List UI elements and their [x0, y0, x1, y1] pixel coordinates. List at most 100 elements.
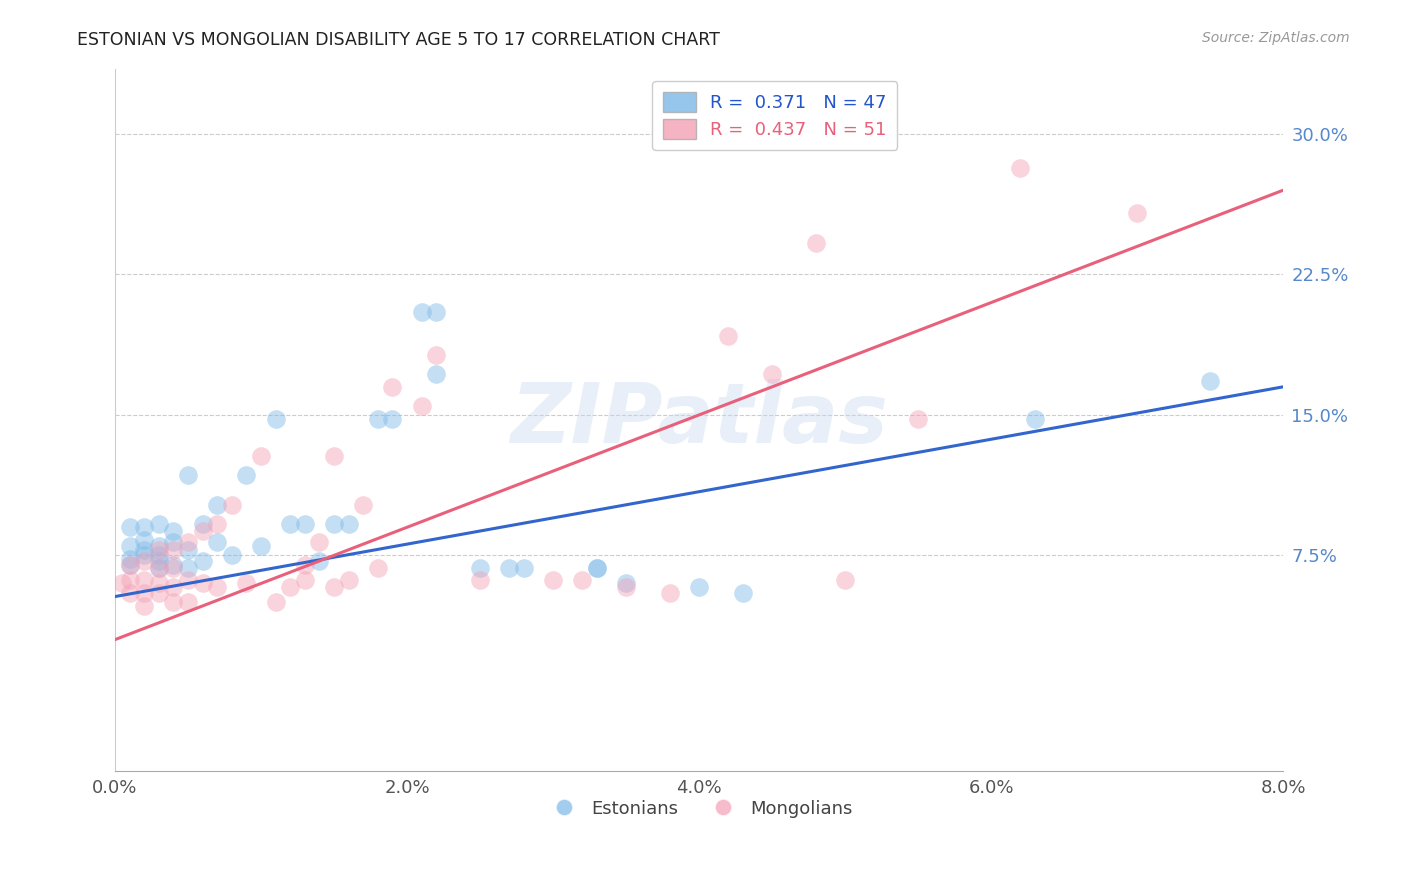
- Point: [118, 558, 141, 572]
- Point: [118, 520, 141, 534]
- Point: [468, 573, 491, 587]
- Point: [761, 367, 783, 381]
- Point: [111, 576, 134, 591]
- Point: [134, 599, 156, 613]
- Point: [323, 449, 346, 463]
- Point: [381, 411, 404, 425]
- Point: [250, 539, 273, 553]
- Point: [907, 411, 929, 425]
- Point: [498, 561, 520, 575]
- Point: [367, 411, 389, 425]
- Point: [148, 539, 170, 553]
- Point: [134, 586, 156, 600]
- Point: [221, 549, 243, 563]
- Point: [205, 516, 228, 531]
- Point: [191, 576, 214, 591]
- Point: [717, 329, 740, 343]
- Point: [658, 586, 681, 600]
- Point: [352, 498, 374, 512]
- Point: [221, 498, 243, 512]
- Point: [191, 554, 214, 568]
- Point: [134, 573, 156, 587]
- Point: [134, 533, 156, 548]
- Point: [148, 576, 170, 591]
- Point: [148, 554, 170, 568]
- Point: [235, 467, 257, 482]
- Point: [177, 573, 200, 587]
- Point: [264, 595, 287, 609]
- Point: [148, 561, 170, 575]
- Text: Source: ZipAtlas.com: Source: ZipAtlas.com: [1202, 31, 1350, 45]
- Point: [118, 558, 141, 572]
- Point: [177, 467, 200, 482]
- Point: [118, 552, 141, 566]
- Point: [614, 580, 637, 594]
- Text: ESTONIAN VS MONGOLIAN DISABILITY AGE 5 TO 17 CORRELATION CHART: ESTONIAN VS MONGOLIAN DISABILITY AGE 5 T…: [77, 31, 720, 49]
- Point: [162, 542, 184, 557]
- Point: [134, 554, 156, 568]
- Point: [586, 561, 609, 575]
- Point: [468, 561, 491, 575]
- Point: [294, 573, 316, 587]
- Point: [148, 542, 170, 557]
- Point: [834, 573, 856, 587]
- Point: [731, 586, 754, 600]
- Point: [381, 380, 404, 394]
- Point: [264, 411, 287, 425]
- Point: [148, 561, 170, 575]
- Point: [250, 449, 273, 463]
- Point: [205, 535, 228, 549]
- Text: ZIPatlas: ZIPatlas: [510, 379, 889, 460]
- Point: [162, 561, 184, 575]
- Point: [804, 235, 827, 250]
- Point: [1010, 161, 1032, 175]
- Point: [323, 516, 346, 531]
- Point: [162, 558, 184, 572]
- Point: [425, 348, 447, 362]
- Point: [235, 576, 257, 591]
- Point: [425, 367, 447, 381]
- Point: [308, 535, 330, 549]
- Point: [148, 549, 170, 563]
- Point: [118, 586, 141, 600]
- Point: [205, 498, 228, 512]
- Point: [337, 516, 360, 531]
- Point: [323, 580, 346, 594]
- Point: [586, 561, 609, 575]
- Point: [191, 524, 214, 538]
- Point: [294, 516, 316, 531]
- Point: [162, 524, 184, 538]
- Point: [162, 595, 184, 609]
- Point: [278, 580, 301, 594]
- Point: [177, 595, 200, 609]
- Point: [118, 539, 141, 553]
- Point: [294, 558, 316, 572]
- Point: [162, 535, 184, 549]
- Point: [541, 573, 564, 587]
- Point: [177, 561, 200, 575]
- Point: [191, 516, 214, 531]
- Legend: Estonians, Mongolians: Estonians, Mongolians: [538, 792, 859, 825]
- Point: [134, 542, 156, 557]
- Point: [1024, 411, 1046, 425]
- Point: [513, 561, 536, 575]
- Point: [337, 573, 360, 587]
- Point: [134, 520, 156, 534]
- Point: [571, 573, 593, 587]
- Point: [688, 580, 710, 594]
- Point: [205, 580, 228, 594]
- Point: [118, 573, 141, 587]
- Point: [177, 542, 200, 557]
- Point: [162, 580, 184, 594]
- Point: [278, 516, 301, 531]
- Point: [614, 576, 637, 591]
- Point: [411, 305, 433, 319]
- Point: [177, 535, 200, 549]
- Point: [1126, 205, 1149, 219]
- Point: [411, 399, 433, 413]
- Point: [134, 549, 156, 563]
- Point: [367, 561, 389, 575]
- Point: [425, 305, 447, 319]
- Point: [308, 554, 330, 568]
- Point: [1199, 374, 1222, 388]
